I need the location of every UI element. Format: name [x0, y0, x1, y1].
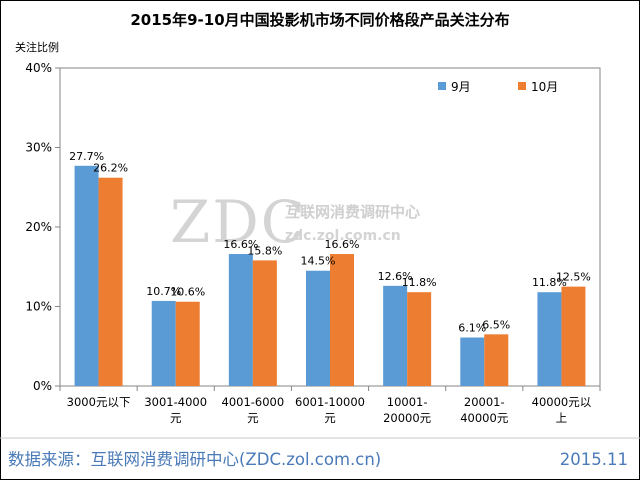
- data-label: 11.8%: [402, 276, 437, 289]
- bar-9月-0: [74, 165, 99, 386]
- bar-9月-4: [383, 285, 408, 386]
- data-labels: 27.7% 10.7% 16.6% 14.5% 12.6% 6.1% 11.8% 26.2% 1…: [69, 150, 591, 335]
- data-label: 6.1%: [458, 322, 486, 335]
- watermark-logo: ZDC: [170, 188, 307, 256]
- y-axis-label: 关注比例: [15, 40, 59, 54]
- x-tick-label: 10001-: [387, 395, 428, 409]
- bar-10月-6: [561, 286, 586, 386]
- y-tick-label: 20%: [25, 220, 52, 234]
- x-tick-label: 20000元: [383, 411, 432, 425]
- data-label: 16.6%: [223, 238, 258, 251]
- data-label: 26.2%: [93, 162, 128, 175]
- data-label: 15.8%: [247, 244, 282, 257]
- data-label: 27.7%: [69, 150, 104, 163]
- bar-9月-5: [460, 337, 485, 386]
- x-tick-label: 元: [170, 411, 182, 425]
- bar-10月-1: [175, 301, 200, 386]
- x-tick-label: 元: [247, 411, 259, 425]
- chart-title: 2015年9-10月中国投影机市场不同价格段产品关注分布: [130, 11, 509, 29]
- bar-10月-5: [484, 334, 509, 386]
- x-tick-label: 20001-: [464, 395, 505, 409]
- y-tick-label: 10%: [25, 300, 52, 314]
- y-tick-label: 30%: [25, 141, 52, 155]
- bar-9月-6: [537, 292, 562, 386]
- legend-label-10月: 10月: [531, 80, 558, 94]
- footer-source: 数据来源：互联网消费调研中心(ZDC.zol.com.cn): [8, 450, 381, 469]
- data-label: 10.6%: [170, 286, 205, 299]
- bar-10月-0: [98, 177, 123, 386]
- data-label: 12.6%: [378, 270, 413, 283]
- data-label: 12.5%: [556, 271, 591, 284]
- legend-swatch-9月: [438, 82, 446, 90]
- watermark: ZDC 互联网消费调研中心 zdc.zol.com.cn: [170, 188, 420, 256]
- y-tick-label: 40%: [25, 61, 52, 75]
- x-tick-label: 上: [556, 411, 568, 425]
- legend-label-9月: 9月: [451, 80, 471, 94]
- data-label: 11.8%: [532, 276, 567, 289]
- bar-9月-2: [228, 254, 253, 386]
- x-tick-label: 4001-6000: [222, 395, 285, 409]
- data-label: 16.6%: [325, 238, 360, 251]
- x-tick-label: 6001-10000: [295, 395, 365, 409]
- data-label: 6.5%: [482, 318, 510, 331]
- watermark-url: zdc.zol.com.cn: [285, 228, 401, 244]
- footer-date: 2015.11: [560, 450, 628, 469]
- x-tick-label: 40000元以: [532, 395, 592, 409]
- category-labels: 3000元以下 3001-4000 元 4001-6000 元 6001-10000 元 10…: [67, 395, 592, 425]
- data-label: 14.5%: [301, 255, 336, 268]
- bar-10月-3: [330, 254, 354, 386]
- bar-10月-2: [252, 260, 277, 386]
- x-tick-label: 40000元: [460, 411, 509, 425]
- bar-9月-1: [151, 300, 176, 386]
- x-tick-label: 3001-4000: [144, 395, 207, 409]
- legend-swatch-10月: [518, 82, 526, 90]
- y-axis: 0% 10% 20% 30% 40%: [25, 61, 60, 393]
- watermark-name: 互联网消费调研中心: [285, 203, 420, 221]
- x-tick-label: 3000元以下: [67, 395, 131, 409]
- y-tick-label: 0%: [33, 379, 52, 393]
- x-axis: [59, 386, 601, 391]
- bar-9月-3: [306, 270, 330, 386]
- x-tick-label: 元: [324, 411, 336, 425]
- bar-group: [74, 165, 586, 386]
- bar-10月-4: [407, 292, 432, 386]
- data-label: 10.7%: [146, 285, 181, 298]
- legend: 9月 10月: [438, 80, 558, 94]
